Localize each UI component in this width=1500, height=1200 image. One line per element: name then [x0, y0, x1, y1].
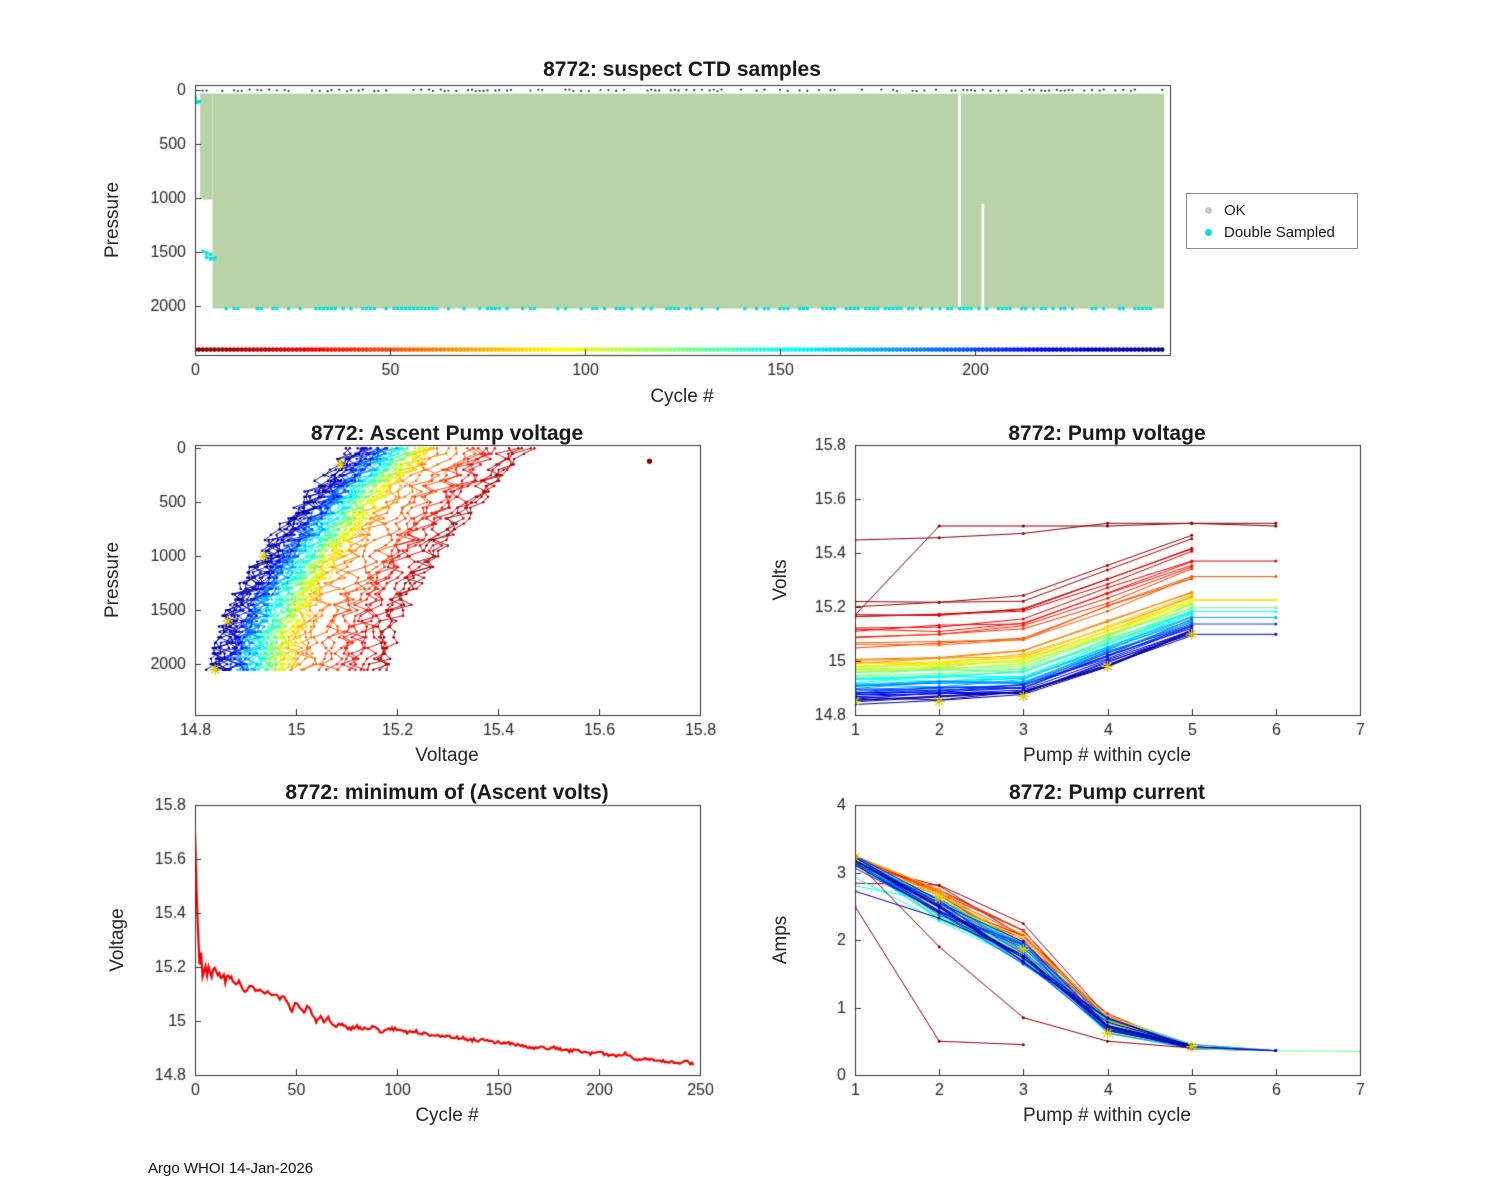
ctd-ylabel: Pressure — [102, 181, 123, 259]
figure-footer-text: Argo WHOI 14-Jan-2026 — [148, 1160, 314, 1177]
pump-voltage-title: 8772: Pump voltage — [1008, 422, 1206, 445]
legend-label-double-sampled: Double Sampled — [1224, 223, 1335, 241]
ascent-pump-voltage-xlabel: Voltage — [415, 745, 479, 766]
pump-voltage-ylabel: Volts — [770, 559, 791, 601]
double-sampled-marker-icon — [1205, 228, 1212, 236]
min-ascent-volts-ylabel: Voltage — [107, 908, 128, 972]
pump-voltage-xlabel: Pump # within cycle — [1023, 745, 1191, 766]
pump-current-ylabel: Amps — [770, 915, 791, 965]
ctd-xlabel: Cycle # — [650, 386, 714, 407]
legend-label-ok: OK — [1224, 201, 1246, 219]
ascent-pump-voltage-title: 8772: Ascent Pump voltage — [310, 422, 584, 445]
min-ascent-volts-xlabel: Cycle # — [415, 1105, 479, 1126]
legend-item-ok: OK — [1187, 199, 1357, 221]
pump-current-title: 8772: Pump current — [1008, 781, 1206, 804]
legend-box: OK Double Sampled — [1186, 193, 1358, 249]
ascent-pump-voltage-ylabel: Pressure — [102, 541, 123, 619]
legend-item-double-sampled: Double Sampled — [1187, 221, 1357, 243]
ok-marker-icon — [1205, 206, 1212, 214]
ctd-title: 8772: suspect CTD samples — [543, 58, 821, 81]
min-ascent-volts-title: 8772: minimum of (Ascent volts) — [285, 781, 609, 804]
pump-current-xlabel: Pump # within cycle — [1023, 1105, 1191, 1126]
